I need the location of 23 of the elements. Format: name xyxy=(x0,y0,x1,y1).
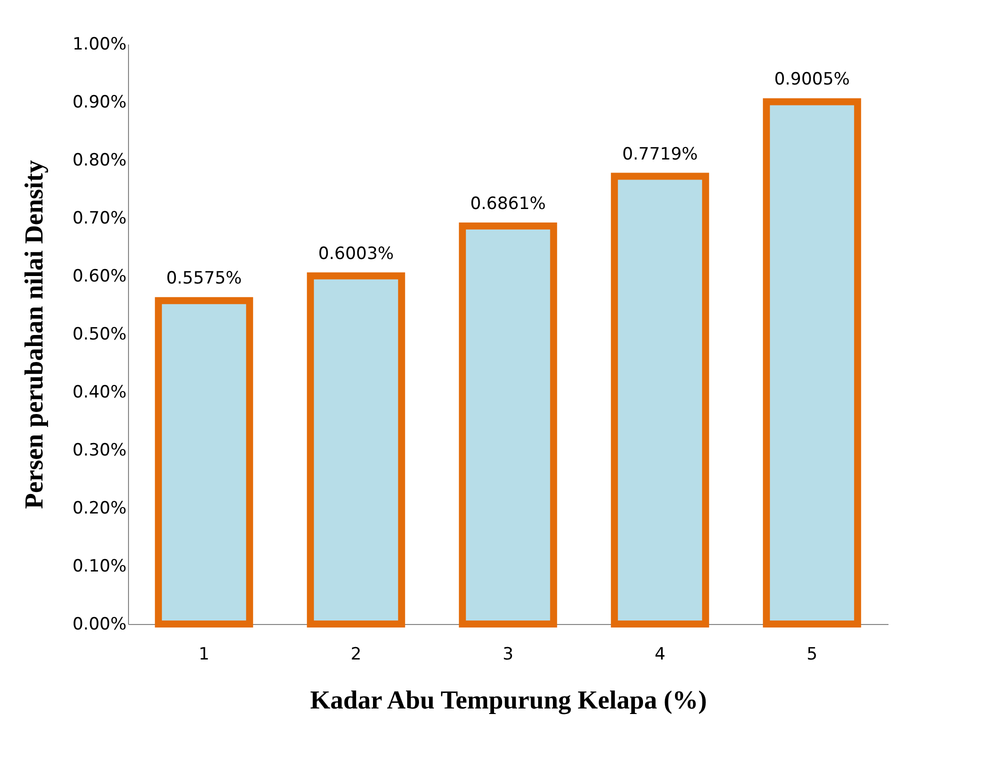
y-tick-label: 1.00% xyxy=(72,34,126,54)
y-tick-label: 0.00% xyxy=(72,614,126,634)
y-tick-label: 0.60% xyxy=(72,266,126,286)
y-tick-label: 0.50% xyxy=(72,324,126,344)
data-label: 0.6861% xyxy=(470,194,546,214)
data-label: 0.9005% xyxy=(774,70,850,90)
y-tick-label: 0.30% xyxy=(72,440,126,460)
y-tick-label: 0.70% xyxy=(72,208,126,228)
y-tick-label: 0.20% xyxy=(72,498,126,518)
y-axis-title: Persen perubahan nilai Density xyxy=(19,160,48,509)
x-axis-title: Kadar Abu Tempurung Kelapa (%) xyxy=(310,686,707,714)
x-tick-label: 5 xyxy=(806,644,818,664)
x-tick-label: 1 xyxy=(198,644,210,664)
x-tick-label: 3 xyxy=(502,644,514,664)
y-tick-label: 0.90% xyxy=(72,92,126,112)
y-tick-label: 0.80% xyxy=(72,150,126,170)
data-label: 0.7719% xyxy=(622,144,698,164)
data-label: 0.5575% xyxy=(166,268,242,289)
x-tick-label: 4 xyxy=(654,644,666,664)
y-tick-label: 0.10% xyxy=(72,556,126,576)
x-tick-label: 2 xyxy=(350,644,362,664)
data-label: 0.6003% xyxy=(318,244,394,264)
y-tick-label: 0.40% xyxy=(72,382,126,402)
